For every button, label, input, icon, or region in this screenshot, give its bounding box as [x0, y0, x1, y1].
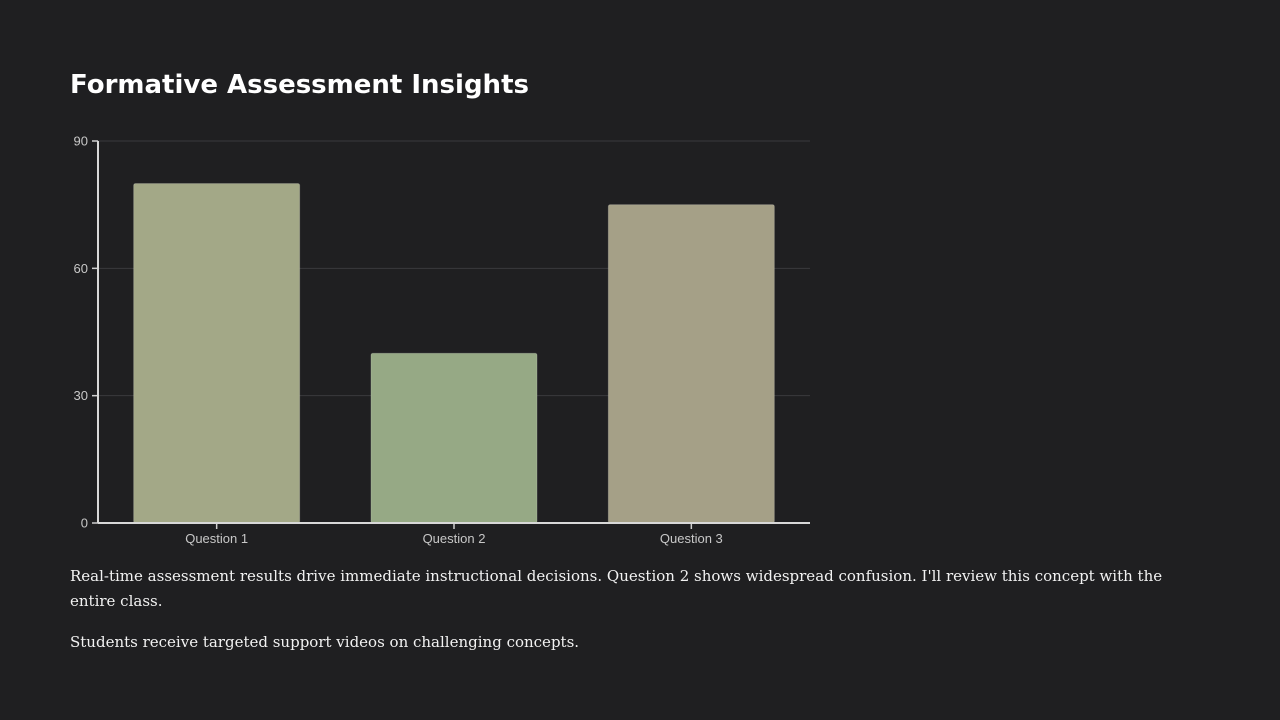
axes — [92, 140, 810, 529]
bar-3 — [607, 204, 775, 524]
y-tick-label: 30 — [74, 388, 88, 403]
bar-2 — [370, 352, 538, 524]
page-title: Formative Assessment Insights — [70, 70, 529, 100]
x-tick-label: Question 3 — [660, 531, 723, 546]
support-paragraph: Students receive targeted support videos… — [70, 633, 580, 651]
x-tick-label: Question 1 — [185, 531, 248, 546]
y-tick-label: 0 — [81, 516, 88, 531]
y-tick-label: 90 — [74, 134, 88, 149]
bars — [133, 182, 775, 524]
y-tick-label: 60 — [74, 261, 88, 276]
insight-paragraph: Real-time assessment results drive immed… — [70, 567, 1163, 610]
x-tick-label: Question 2 — [423, 531, 486, 546]
tick-labels: 0 30 60 90 Question 1 Question 2 Question 3 — [74, 134, 723, 547]
bar-1 — [133, 182, 301, 524]
